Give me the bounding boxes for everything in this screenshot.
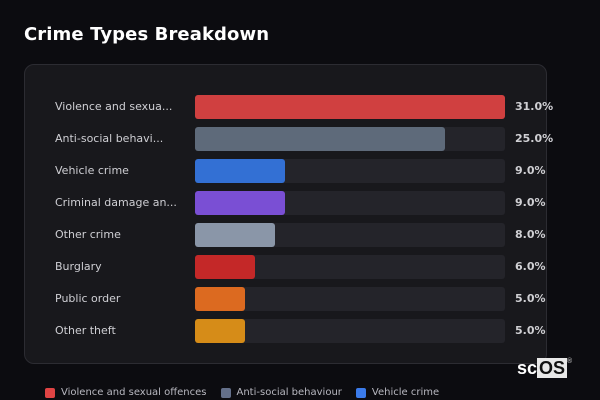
- bar[interactable]: [195, 127, 445, 151]
- bar[interactable]: [195, 287, 245, 311]
- bar-value: 5.0%: [515, 292, 546, 305]
- bar[interactable]: [195, 255, 255, 279]
- chart-panel: Violence and sexua... 31.0% Anti-social …: [24, 64, 553, 364]
- bar-row: Other theft 5.0%: [25, 319, 546, 343]
- bar-track: [195, 255, 505, 279]
- logo-prefix: sc: [517, 358, 538, 378]
- legend-swatch-icon: [220, 387, 231, 398]
- bar-value: 6.0%: [515, 260, 546, 273]
- bar-track: [195, 127, 505, 151]
- bar-label: Other theft: [55, 324, 116, 337]
- legend-item[interactable]: Anti-social behaviour: [220, 387, 342, 398]
- bar-row: Burglary 6.0%: [25, 255, 546, 279]
- bar-label: Other crime: [55, 228, 121, 241]
- bar-label: Vehicle crime: [55, 164, 129, 177]
- bar-label: Burglary: [55, 260, 102, 273]
- bar-row: Other crime 8.0%: [25, 223, 546, 247]
- legend-item[interactable]: Violence and sexual offences: [45, 387, 207, 398]
- legend-swatch-icon: [45, 387, 55, 398]
- logo-highlight: OS: [537, 358, 568, 378]
- bar-row: Violence and sexua... 31.0%: [25, 95, 553, 119]
- bar-track: [195, 319, 505, 343]
- bar-label: Criminal damage an...: [55, 196, 177, 209]
- bar-value: 5.0%: [515, 324, 546, 337]
- registered-mark: ®: [567, 358, 573, 365]
- bar-label: Anti-social behavi...: [55, 132, 164, 145]
- legend-label: Vehicle crime: [371, 387, 440, 398]
- bar-track: [195, 95, 505, 119]
- legend-label: Anti-social behaviour: [236, 387, 342, 398]
- bar-label: Violence and sexua...: [55, 100, 173, 113]
- bar-label: Public order: [55, 292, 121, 305]
- bar-track: [195, 159, 505, 183]
- bar[interactable]: [195, 223, 275, 247]
- bar[interactable]: [195, 319, 245, 343]
- bar-row: Vehicle crime 9.0%: [25, 159, 546, 183]
- bar[interactable]: [195, 95, 505, 119]
- bar-track: [195, 191, 505, 215]
- bar-value: 9.0%: [515, 196, 546, 209]
- bar-value: 31.0%: [515, 100, 554, 113]
- legend-swatch-icon: [355, 387, 366, 398]
- bar[interactable]: [195, 159, 285, 183]
- bar-row: Criminal damage an... 9.0%: [25, 191, 546, 215]
- chart-legend: Violence and sexual offences Anti-social…: [45, 387, 439, 398]
- bar-value: 25.0%: [515, 132, 554, 145]
- legend-label: Violence and sexual offences: [61, 387, 207, 398]
- bar-row: Anti-social behavi... 25.0%: [25, 127, 553, 151]
- bar-track: [195, 287, 505, 311]
- chart-title: Crime Types Breakdown: [24, 24, 270, 45]
- bar-row: Public order 5.0%: [25, 287, 546, 311]
- bar-track: [195, 223, 505, 247]
- bar-value: 8.0%: [515, 228, 546, 241]
- bar[interactable]: [195, 191, 285, 215]
- scos-logo: sc OS ®: [517, 358, 572, 379]
- bar-value: 9.0%: [515, 164, 546, 177]
- legend-item[interactable]: Vehicle crime: [355, 387, 440, 398]
